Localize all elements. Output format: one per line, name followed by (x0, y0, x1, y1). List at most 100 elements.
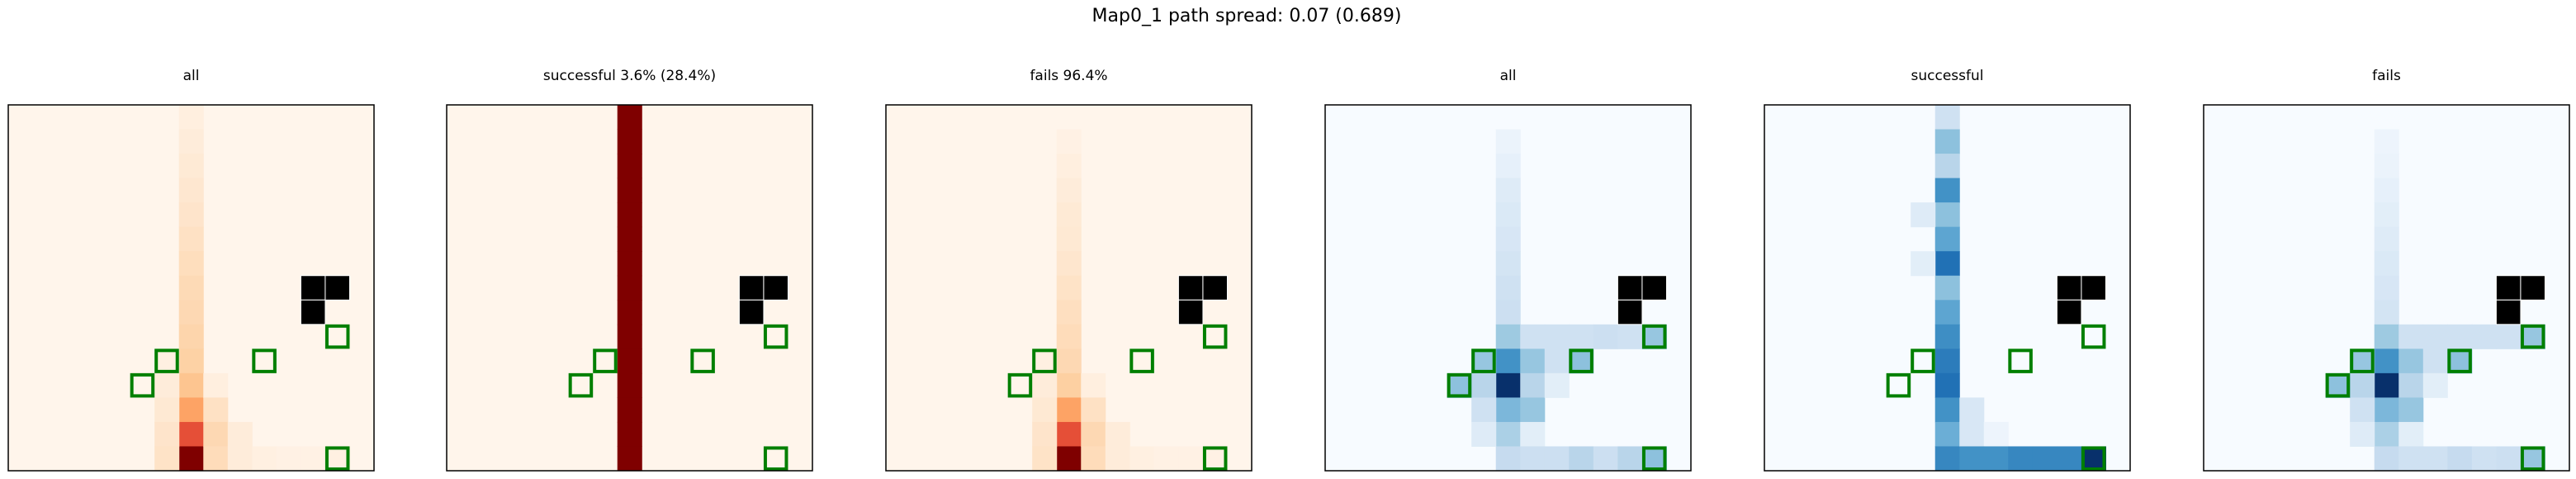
heatmap-cell (203, 397, 229, 423)
heatmap-cell (178, 105, 204, 130)
panel-title: all (1500, 68, 1517, 84)
obstacle-cell (2056, 275, 2082, 301)
axes-frame (7, 104, 375, 472)
heatmap-cell (2447, 446, 2473, 472)
obstacle-cell (2081, 275, 2106, 301)
heatmap-cell (1202, 446, 1228, 472)
heatmap-cell (1520, 349, 1546, 374)
panel-title: all (183, 68, 200, 84)
heatmap-cell (617, 226, 642, 252)
heatmap-cell (178, 446, 204, 472)
target-marker (1641, 324, 1667, 349)
heatmap-cell (178, 397, 204, 423)
heatmap-cell (2398, 324, 2424, 349)
axes-frame (446, 104, 813, 472)
obstacle-cell (300, 275, 326, 301)
heatmap-cell (1983, 421, 2009, 447)
heatmap-cell (178, 154, 204, 179)
heatmap-cell (1911, 202, 1936, 228)
panel-title: fails (2372, 68, 2401, 84)
heatmap-cell (1056, 397, 1082, 423)
target-marker (2520, 446, 2545, 472)
target-marker (1569, 349, 1593, 373)
heatmap-cell (2374, 446, 2399, 472)
target-marker (324, 324, 350, 349)
heatmap-cell (617, 129, 642, 154)
axes-frame (1324, 104, 1692, 472)
obstacle-cell (300, 299, 326, 325)
heatmap-cell (1081, 421, 1106, 447)
obstacle-cell (2520, 275, 2545, 301)
target-marker (2325, 372, 2351, 398)
obstacle-cell (1617, 275, 1643, 301)
target-marker (1641, 446, 1667, 472)
heatmap-cell (1495, 154, 1521, 179)
heatmap-cell (1934, 372, 1960, 398)
obstacle-cell (2495, 275, 2522, 301)
heatmap-cell (1934, 349, 1960, 374)
target-marker (154, 349, 179, 373)
target-marker (1447, 372, 1472, 398)
heatmap-cell (1544, 349, 1570, 374)
heatmap-cell (1520, 421, 1546, 447)
heatmap-cell (1495, 446, 1521, 472)
heatmap-cell (252, 446, 277, 472)
target-marker (2081, 446, 2106, 472)
heatmap-cell (178, 275, 204, 301)
heatmap-cell (1983, 446, 2009, 472)
axes-frame (885, 104, 1252, 472)
panel-title: fails 96.4% (1030, 68, 1107, 84)
heatmap-cell (2374, 372, 2399, 398)
heatmap-cell (1934, 324, 1960, 349)
heatmap-cell (2081, 446, 2106, 472)
heatmap-cell (617, 397, 642, 423)
heatmap-cell (1495, 275, 1521, 301)
heatmap-panels: all successful 3.6% (28.4%) fails 96.4% all… (7, 68, 2570, 472)
heatmap-cell (154, 372, 180, 398)
heatmap-cell (1520, 324, 1546, 349)
heatmap-cell (1495, 202, 1521, 228)
heatmap-cell (2447, 349, 2473, 374)
target-marker (1202, 324, 1228, 349)
heatmap-cell (2350, 421, 2375, 447)
heatmap-cell (1056, 372, 1082, 398)
heatmap-cell (178, 251, 204, 277)
heatmap-cell (1495, 324, 1521, 349)
heatmap-cell (1569, 349, 1594, 374)
heatmap-cell (227, 421, 253, 447)
heatmap-cell (2496, 324, 2522, 349)
target-marker (568, 372, 594, 398)
heatmap-cell (178, 421, 204, 447)
heatmap-cell (203, 372, 229, 398)
heatmap-cell (617, 324, 642, 349)
heatmap-cell (1520, 397, 1546, 423)
target-marker (1129, 349, 1154, 373)
heatmap-cell (154, 421, 180, 447)
heatmap-cell (178, 372, 204, 398)
heatmap-cell (1959, 397, 1985, 423)
heatmap-cell (617, 446, 642, 472)
heatmap-cell (1934, 105, 1960, 130)
heatmap-cell (1495, 251, 1521, 277)
heatmap-cell (1056, 129, 1082, 154)
heatmap-cell (2374, 129, 2399, 154)
obstacle-cell (1177, 299, 1204, 325)
heatmap-panel-4: all (1324, 68, 1692, 472)
heatmap-cell (1495, 349, 1521, 374)
heatmap-cell (154, 397, 180, 423)
target-marker (2350, 349, 2375, 373)
heatmap-panel-2: successful 3.6% (28.4%) (446, 68, 813, 472)
target-marker (130, 372, 155, 398)
obstacle-cell (1202, 275, 1228, 301)
heatmap-cell (1934, 154, 1960, 179)
heatmap-cell (1056, 154, 1082, 179)
heatmap-cell (2398, 397, 2424, 423)
heatmap-cell (2350, 372, 2375, 398)
heatmap-cell (1495, 421, 1521, 447)
heatmap-cell (1959, 446, 1985, 472)
heatmap-cell (617, 178, 642, 203)
heatmap-cell (1056, 178, 1082, 203)
heatmap-cell (1471, 397, 1497, 423)
heatmap-cell (2350, 397, 2375, 423)
heatmap-cell (1934, 251, 1960, 277)
